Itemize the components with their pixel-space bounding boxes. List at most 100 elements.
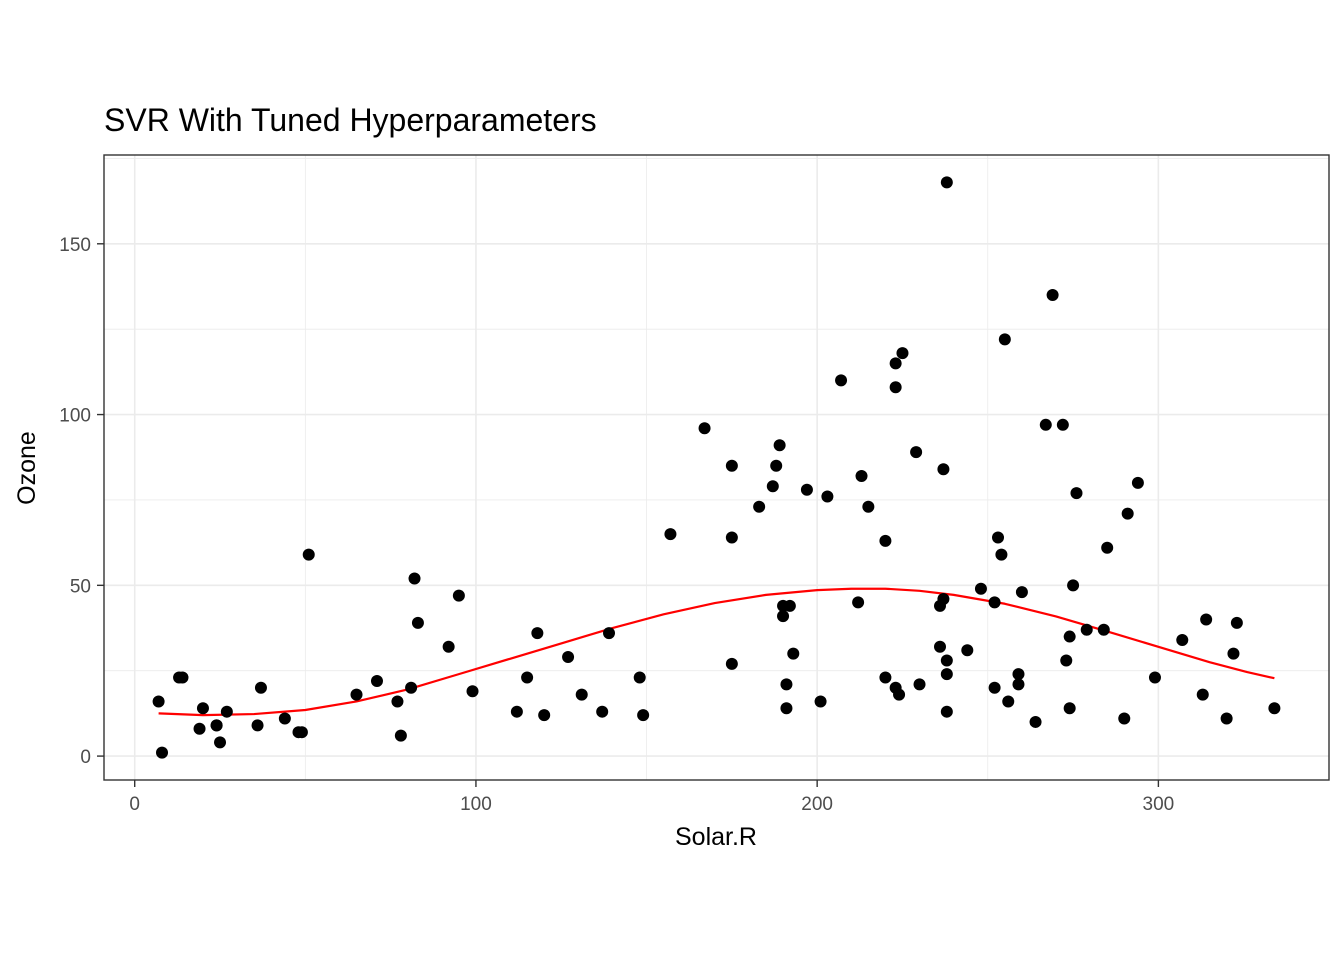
data-point [1060, 654, 1073, 667]
data-point [961, 644, 974, 657]
data-point [998, 333, 1011, 346]
data-point [370, 674, 383, 687]
data-point [196, 702, 209, 715]
data-point [835, 374, 848, 387]
data-point [777, 610, 790, 623]
data-point [821, 490, 834, 503]
panel-border [103, 154, 1330, 781]
data-point [408, 572, 421, 585]
data-point [510, 705, 523, 718]
data-point [766, 480, 779, 493]
data-point [725, 459, 738, 472]
data-point [538, 709, 551, 722]
data-point [889, 381, 902, 394]
data-point [1131, 476, 1144, 489]
data-point [394, 729, 407, 742]
x-tick-label: 200 [801, 794, 833, 815]
y-tick-label: 100 [59, 406, 91, 427]
axes: 0 100 200 300 0 50 100 150 [59, 235, 1174, 815]
data-point [1101, 541, 1114, 554]
data-point [783, 599, 796, 612]
data-point [913, 678, 926, 691]
data-point [531, 627, 544, 640]
data-point [725, 531, 738, 544]
data-point [1015, 586, 1028, 599]
data-point [1220, 712, 1233, 725]
data-point [937, 463, 950, 476]
data-point [664, 528, 677, 541]
data-point [350, 688, 363, 701]
data-point [940, 705, 953, 718]
data-point [940, 668, 953, 681]
data-point [1268, 702, 1281, 715]
data-point [521, 671, 534, 684]
x-tick-label: 300 [1143, 794, 1175, 815]
data-point [698, 422, 711, 435]
data-point [855, 470, 868, 483]
data-point [295, 726, 308, 739]
data-point [452, 589, 465, 602]
data-point [466, 685, 479, 698]
data-point [442, 640, 455, 653]
data-point [1012, 678, 1025, 691]
data-point [974, 582, 987, 595]
data-point [633, 671, 646, 684]
data-point [1029, 715, 1042, 728]
data-point [893, 688, 906, 701]
data-point [152, 695, 165, 708]
data-point [1176, 633, 1189, 646]
x-axis-title: Solar.R [675, 823, 757, 851]
chart-title: SVR With Tuned Hyperparameters [104, 102, 597, 138]
data-point [753, 500, 766, 513]
data-point [278, 712, 291, 725]
data-point [1063, 702, 1076, 715]
data-point [787, 647, 800, 660]
data-point [1118, 712, 1131, 725]
data-point [411, 616, 424, 629]
data-point [879, 534, 892, 547]
data-point [1227, 647, 1240, 660]
data-point [934, 640, 946, 653]
data-point [889, 357, 902, 370]
data-point [992, 531, 1005, 544]
data-point [910, 446, 923, 459]
data-point [780, 702, 793, 715]
data-point [1039, 418, 1052, 431]
data-point [896, 347, 909, 360]
data-point [1056, 418, 1069, 431]
data-point [1121, 507, 1134, 520]
data-point [862, 500, 875, 513]
y-axis-title: Ozone [13, 431, 41, 505]
x-tick-label: 100 [460, 794, 492, 815]
data-point [1002, 695, 1015, 708]
data-point [940, 654, 953, 667]
data-point [988, 596, 1001, 609]
data-point [814, 695, 827, 708]
data-point [176, 671, 189, 684]
data-point [1063, 630, 1076, 643]
data-point [1230, 616, 1243, 629]
data-point [405, 681, 418, 694]
data-point [995, 548, 1008, 561]
data-point [637, 709, 650, 722]
y-tick-label: 0 [80, 747, 91, 768]
y-tick-label: 50 [70, 576, 91, 597]
data-point [210, 719, 223, 732]
data-point [220, 705, 233, 718]
data-point [1080, 623, 1093, 636]
data-point [773, 439, 786, 452]
points-layer [152, 176, 1281, 759]
data-point [1070, 487, 1083, 500]
data-point [254, 681, 267, 694]
data-point [725, 657, 738, 670]
data-point [852, 596, 865, 609]
data-point [302, 548, 315, 561]
data-point [770, 459, 783, 472]
data-point [988, 681, 1001, 694]
y-tick-label: 150 [59, 235, 91, 256]
data-point [800, 483, 813, 496]
data-point [596, 705, 609, 718]
data-point [1046, 289, 1059, 302]
data-point [1097, 623, 1110, 636]
